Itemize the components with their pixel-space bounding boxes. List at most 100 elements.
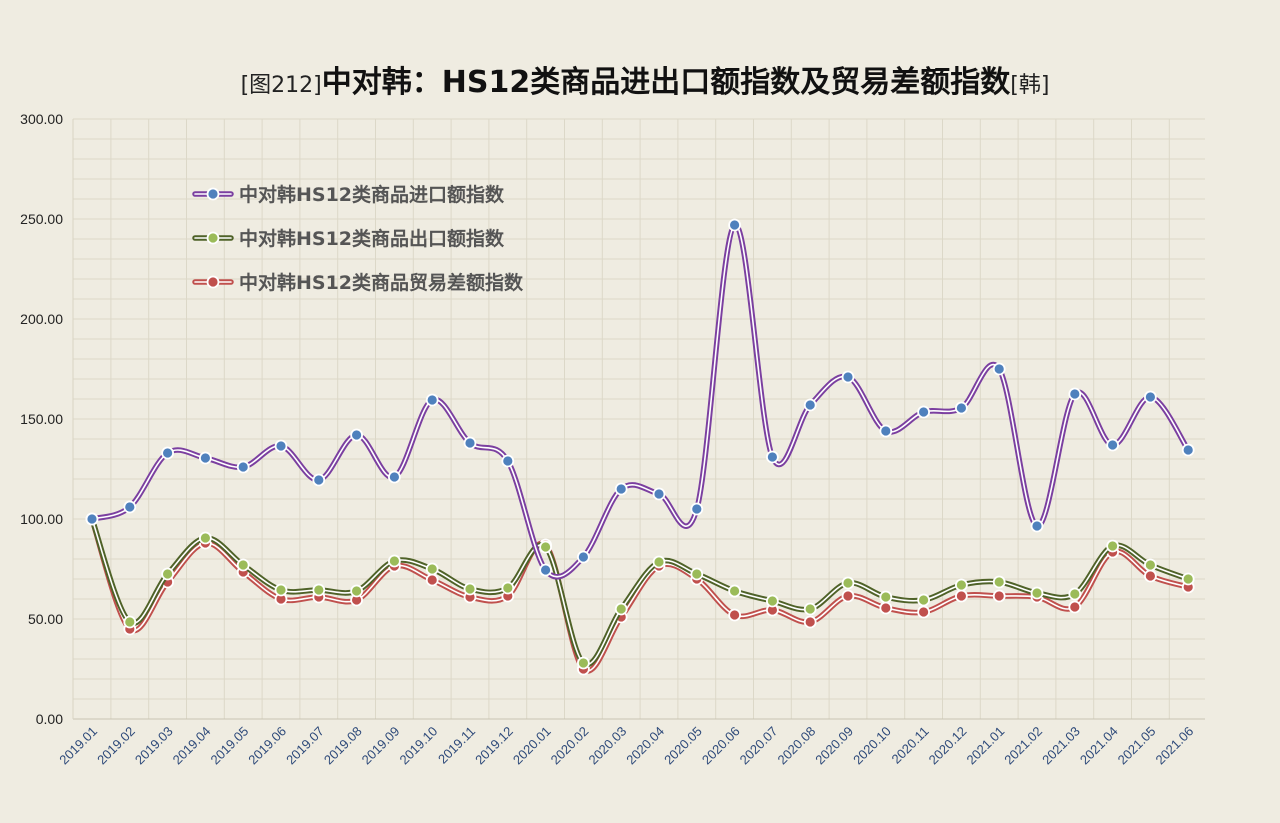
data-point [955, 589, 968, 603]
data-point [1068, 600, 1082, 614]
data-point [425, 393, 439, 407]
x-tick-label: 2020.02 [548, 724, 592, 768]
x-tick-label: 2020.01 [510, 724, 554, 768]
data-point [766, 450, 779, 464]
x-tick-label: 2020.05 [661, 724, 705, 768]
data-point [577, 550, 590, 564]
data-point [766, 594, 779, 608]
data-point [992, 589, 1006, 603]
data-point [1106, 539, 1119, 553]
legend-entry-1: 中对韩HS12类商品进口额指数 [192, 183, 505, 206]
legend-marker [206, 275, 220, 289]
data-point [539, 563, 552, 577]
y-tick-label: 0.00 [36, 711, 63, 727]
data-point [879, 590, 893, 604]
data-point [161, 567, 175, 581]
data-point [1144, 569, 1157, 583]
legend-label: 中对韩HS12类商品进口额指数 [239, 183, 505, 206]
data-point [917, 405, 930, 419]
x-tick-label: 2019.04 [170, 724, 214, 768]
data-point [463, 436, 477, 450]
data-point [387, 554, 401, 568]
series-2 [85, 512, 1195, 670]
x-tick-label: 2019.01 [56, 724, 100, 768]
x-tick-label: 2019.12 [472, 724, 516, 768]
y-tick-label: 50.00 [28, 611, 63, 627]
data-point [955, 578, 968, 592]
data-point [1030, 519, 1044, 533]
chart-title: [图212]中对韩：HS12类商品进出口额指数及贸易差额指数[韩] [241, 65, 1050, 100]
x-tick-label: 2021.04 [1077, 724, 1121, 768]
data-point [85, 512, 99, 526]
data-point [728, 608, 741, 622]
chart-title-prefix: [图212] [241, 73, 322, 98]
data-point [1068, 587, 1082, 601]
data-point [350, 428, 364, 442]
data-point [123, 615, 137, 629]
data-point [690, 567, 704, 581]
x-tick-label: 2021.01 [963, 724, 1007, 768]
x-tick-label: 2019.09 [359, 724, 403, 768]
data-point [841, 576, 855, 590]
data-point [728, 218, 741, 232]
data-point [425, 573, 439, 587]
data-point [614, 602, 628, 616]
data-point [1030, 586, 1044, 600]
data-point [992, 362, 1006, 376]
y-tick-label: 250.00 [20, 211, 63, 227]
chart-title-suffix: [韩] [1010, 73, 1049, 98]
legend-entry-2: 中对韩HS12类商品出口额指数 [192, 227, 505, 250]
x-tick-label: 2019.08 [321, 724, 365, 768]
data-point [274, 583, 288, 597]
x-tick-label: 2021.05 [1115, 724, 1159, 768]
y-tick-label: 150.00 [20, 411, 63, 427]
x-tick-label: 2019.03 [132, 724, 176, 768]
data-point [652, 555, 666, 569]
data-point [917, 593, 930, 607]
data-point [198, 531, 212, 545]
data-point [1106, 438, 1119, 452]
data-point [236, 558, 250, 572]
x-tick-label: 2020.03 [585, 724, 629, 768]
data-point [236, 460, 250, 474]
data-point [690, 502, 704, 516]
data-point [425, 562, 439, 576]
x-tick-label: 2019.07 [283, 724, 327, 768]
x-tick-label: 2020.06 [699, 724, 743, 768]
x-tick-label: 2021.06 [1152, 724, 1196, 768]
x-tick-label: 2020.07 [737, 724, 781, 768]
chart-title-main: 中对韩：HS12类商品进出口额指数及贸易差额指数 [322, 65, 1011, 100]
data-point [577, 656, 590, 670]
x-tick-label: 2019.05 [207, 724, 251, 768]
data-point [879, 424, 893, 438]
data-point [955, 401, 968, 415]
x-tick-label: 2019.02 [94, 724, 138, 768]
y-tick-label: 300.00 [20, 111, 63, 127]
x-tick-label: 2020.10 [850, 724, 894, 768]
data-point [992, 575, 1006, 589]
legend: 中对韩HS12类商品进口额指数中对韩HS12类商品出口额指数中对韩HS12类商品… [192, 183, 524, 294]
data-point [614, 482, 628, 496]
data-point [803, 398, 817, 412]
x-tick-label: 2020.04 [623, 724, 667, 768]
data-point [841, 589, 855, 603]
legend-label: 中对韩HS12类商品贸易差额指数 [239, 271, 524, 294]
data-point [1181, 443, 1195, 457]
data-point [728, 584, 741, 598]
data-point [312, 473, 326, 487]
legend-marker [206, 187, 220, 201]
x-tick-label: 2020.08 [774, 724, 818, 768]
data-point [1068, 387, 1082, 401]
x-tick-label: 2021.02 [1001, 724, 1045, 768]
data-point [803, 615, 817, 629]
data-point [539, 540, 552, 554]
data-point [312, 583, 326, 597]
legend-marker [206, 231, 220, 245]
data-point [1144, 390, 1157, 404]
data-point [387, 470, 401, 484]
data-point [917, 605, 930, 619]
x-tick-label: 2020.11 [889, 724, 932, 767]
data-point [501, 581, 515, 595]
